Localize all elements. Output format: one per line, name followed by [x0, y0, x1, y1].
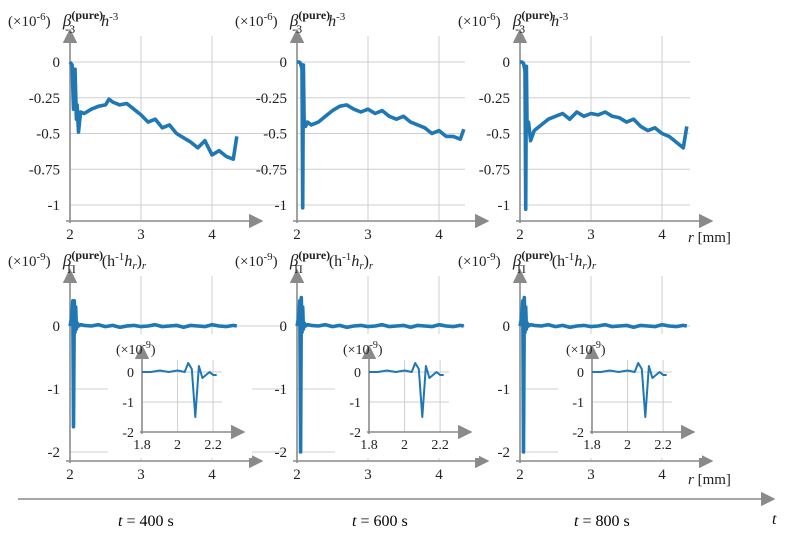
- r-axis-label-top: r [mm]: [688, 230, 731, 246]
- inset-y-tick-label: -2: [349, 426, 361, 441]
- y-tick-label: -1: [275, 198, 288, 214]
- inset-background: [558, 334, 702, 458]
- series-line: [68, 299, 238, 429]
- panel-top-2: 2 3 4 0 -0.25 -0.5 -0.75 -1 (×10-6) β(pure) -3 h-3: [235, 8, 490, 243]
- x-tick-label: 3: [587, 227, 595, 243]
- x-tick-label: 4: [658, 227, 666, 243]
- series-line: [295, 295, 465, 454]
- y-tick-label: 0: [280, 55, 288, 71]
- panels-group: 2 3 4 0 -0.25 -0.5 -0.75 -1 (×10-6) β(pure) -3 h-3…: [8, 8, 714, 483]
- inset-series-line: [592, 362, 667, 418]
- x-tick-label: 4: [208, 227, 216, 243]
- y-tick-label: 0: [503, 55, 511, 71]
- y-axis-label: (×10-6) β(pure) -3 h-3: [235, 8, 346, 36]
- y-tick-label: -0.75: [29, 162, 60, 178]
- time-label-800: t = 800 s: [574, 513, 630, 530]
- y-tick-label: 0: [53, 55, 61, 71]
- y-tick-label: -1: [48, 198, 61, 214]
- inset-x-tick-label: 1.8: [360, 438, 378, 453]
- y-axis-label: (×10-9) β(pure) Π (h-1hr)r: [235, 248, 374, 276]
- x-tick-label: 4: [208, 467, 216, 483]
- x-tick-label: 2: [293, 467, 301, 483]
- inset-x-tick-label: 2: [624, 438, 631, 453]
- inset-bottom-2: 1.8 2 2.2 0 -1 -2 (×10-9): [335, 334, 479, 458]
- x-tick-label: 4: [435, 467, 443, 483]
- y-tick-label: -0.5: [263, 127, 287, 143]
- y-tick-label: 0: [53, 319, 61, 335]
- inset-series-line: [142, 362, 217, 418]
- x-tick-label: 3: [137, 227, 145, 243]
- x-tick-label: 3: [587, 467, 595, 483]
- x-tick-label: 3: [364, 467, 372, 483]
- inset-bottom-3: 1.8 2 2.2 0 -1 -2 (×10-9): [558, 334, 702, 458]
- y-tick-label: -0.5: [486, 127, 510, 143]
- inset-scale-label: (×10-9): [566, 340, 606, 358]
- inset-y-tick-label: -1: [572, 396, 584, 411]
- time-label-400: t = 400 s: [118, 513, 174, 530]
- y-tick-label: -1: [48, 382, 61, 398]
- x-tick-label: 2: [516, 467, 524, 483]
- x-tick-label: 2: [516, 227, 524, 243]
- series-line: [68, 60, 239, 161]
- inset-x-tick-label: 1.8: [583, 438, 601, 453]
- y-tick-label: -2: [498, 445, 511, 461]
- x-tick-label: 2: [66, 227, 74, 243]
- inset-x-tick-label: 1.8: [133, 438, 151, 453]
- inset-y-tick-label: -2: [572, 426, 584, 441]
- inset-background: [335, 334, 479, 458]
- y-tick-label: 0: [280, 319, 288, 335]
- inset-scale-label: (×10-9): [116, 340, 156, 358]
- inset-background: [108, 334, 252, 458]
- time-label-600: t = 600 s: [352, 513, 408, 530]
- y-tick-label: -2: [275, 445, 288, 461]
- inset-x-tick-label: 2: [174, 438, 181, 453]
- x-tick-label: 3: [364, 227, 372, 243]
- panel-bottom-1: 2 3 4 0 -1 -2 (×10-9) β(pure) Π (h-1hr)r 1.8 2 2.2…: [8, 248, 285, 483]
- inset-x-tick-label: 2.2: [204, 438, 222, 453]
- inset-x-tick-label: 2.2: [654, 438, 672, 453]
- panel-top-3: 2 3 4 0 -0.25 -0.5 -0.75 -1 (×10-6) β(pure) -3 h-3: [458, 8, 714, 243]
- x-tick-label: 2: [293, 227, 301, 243]
- y-tick-label: -0.5: [36, 127, 60, 143]
- series-line: [297, 60, 466, 210]
- panel-bottom-2: 2 3 4 0 -1 -2 (×10-9) β(pure) Π (h-1hr)r 1.8 2 2.2…: [235, 248, 490, 483]
- r-axis-label-bottom: r [mm]: [688, 472, 731, 488]
- series-line: [520, 60, 689, 212]
- y-axis-label: (×10-6) β(pure) -3 h-3: [458, 8, 569, 36]
- y-axis-label: (×10-9) β(pure) Π (h-1hr)r: [458, 248, 597, 276]
- inset-x-tick-label: 2.2: [431, 438, 449, 453]
- time-axis-label: t: [772, 511, 777, 528]
- x-tick-label: 4: [435, 227, 443, 243]
- y-tick-label: 0: [503, 319, 511, 335]
- series-line: [518, 295, 688, 454]
- x-tick-label: 2: [66, 467, 74, 483]
- y-tick-label: -0.25: [256, 91, 287, 107]
- inset-bottom-1: 1.8 2 2.2 0 -1 -2 (×10-9): [108, 334, 252, 458]
- y-tick-label: -0.75: [479, 162, 510, 178]
- inset-y-tick-label: -2: [122, 426, 134, 441]
- y-tick-label: -0.75: [256, 162, 287, 178]
- y-tick-label: -0.25: [29, 91, 60, 107]
- inset-series-line: [369, 362, 444, 418]
- x-tick-label: 3: [137, 467, 145, 483]
- inset-y-tick-label: 0: [577, 366, 584, 381]
- panel-top-1: 2 3 4 0 -0.25 -0.5 -0.75 -1 (×10-6) β(pure) -3 h-3: [8, 8, 285, 243]
- y-tick-label: -1: [275, 382, 288, 398]
- inset-y-tick-label: 0: [127, 366, 134, 381]
- y-axis-label: (×10-9) β(pure) Π (h-1hr)r: [8, 248, 147, 276]
- y-tick-label: -2: [48, 445, 61, 461]
- y-tick-label: -1: [498, 198, 511, 214]
- inset-y-tick-label: 0: [354, 366, 361, 381]
- inset-scale-label: (×10-9): [343, 340, 383, 358]
- y-tick-label: -0.25: [479, 91, 510, 107]
- inset-x-tick-label: 2: [401, 438, 408, 453]
- y-axis-label: (×10-6) β(pure) -3 h-3: [8, 8, 119, 36]
- y-tick-label: -1: [498, 382, 511, 398]
- inset-y-tick-label: -1: [349, 396, 361, 411]
- x-tick-label: 4: [658, 467, 666, 483]
- panel-bottom-3: 2 3 4 0 -1 -2 (×10-9) β(pure) Π (h-1hr)r 1.8 2 2.2…: [458, 248, 714, 483]
- inset-y-tick-label: -1: [122, 396, 134, 411]
